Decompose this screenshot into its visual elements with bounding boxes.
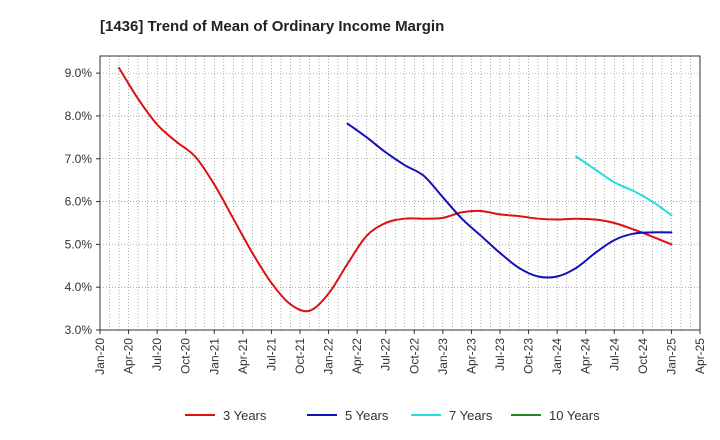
x-tick-label: Jan-24: [550, 338, 564, 375]
x-axis: Jan-20 Apr-20 Jul-20 Oct-20 Jan-21 Apr-21 Jul-…: [93, 330, 707, 375]
x-tick-label: Apr-25: [693, 338, 707, 374]
x-tick-label: Jan-21: [207, 338, 221, 375]
x-tick-label: Jul-23: [493, 338, 507, 371]
chart-title: [1436] Trend of Mean of Ordinary Income …: [100, 18, 444, 35]
x-tick-label: Jul-21: [264, 338, 278, 371]
legend: 3 Years 5 Years 7 Years 10 Years: [185, 408, 600, 423]
x-tick-label: Jan-20: [93, 338, 107, 375]
x-tick-label: Jul-20: [150, 338, 164, 371]
x-tick-label: Apr-22: [350, 338, 364, 374]
x-tick-label: Oct-22: [407, 338, 421, 374]
x-tick-label: Oct-21: [293, 338, 307, 374]
x-tick-label: Oct-23: [522, 338, 536, 374]
series-line-7-years: [575, 155, 673, 217]
y-tick-label: 6.0%: [65, 195, 93, 209]
grid-layer: [100, 56, 700, 331]
x-tick-label: Apr-21: [236, 338, 250, 374]
series-line-3-years: [118, 66, 673, 313]
x-tick-label: Jan-25: [664, 338, 678, 375]
legend-label: 10 Years: [549, 408, 600, 423]
legend-label: 3 Years: [223, 408, 267, 423]
y-axis: 3.0% 4.0% 5.0% 6.0% 7.0% 8.0% 9.0%: [65, 66, 100, 337]
x-tick-label: Oct-20: [179, 338, 193, 374]
x-tick-label: Apr-24: [579, 338, 593, 374]
x-tick-label: Apr-23: [464, 338, 478, 374]
legend-label: 5 Years: [345, 408, 389, 423]
legend-label: 7 Years: [449, 408, 493, 423]
y-tick-label: 9.0%: [65, 66, 93, 80]
y-tick-label: 7.0%: [65, 152, 93, 166]
y-tick-label: 5.0%: [65, 237, 93, 251]
y-tick-label: 4.0%: [65, 280, 93, 294]
x-tick-label: Apr-20: [122, 338, 136, 374]
plot-area-frame: [99, 55, 701, 331]
x-tick-label: Jan-23: [436, 338, 450, 375]
x-tick-label: Oct-24: [636, 338, 650, 374]
x-tick-label: Jul-22: [379, 338, 393, 371]
y-tick-label: 3.0%: [65, 323, 93, 337]
y-tick-label: 8.0%: [65, 109, 93, 123]
x-tick-label: Jan-22: [322, 338, 336, 375]
x-tick-label: Jul-24: [607, 338, 621, 371]
series-layer: [118, 66, 673, 313]
series-line-5-years: [346, 122, 673, 279]
